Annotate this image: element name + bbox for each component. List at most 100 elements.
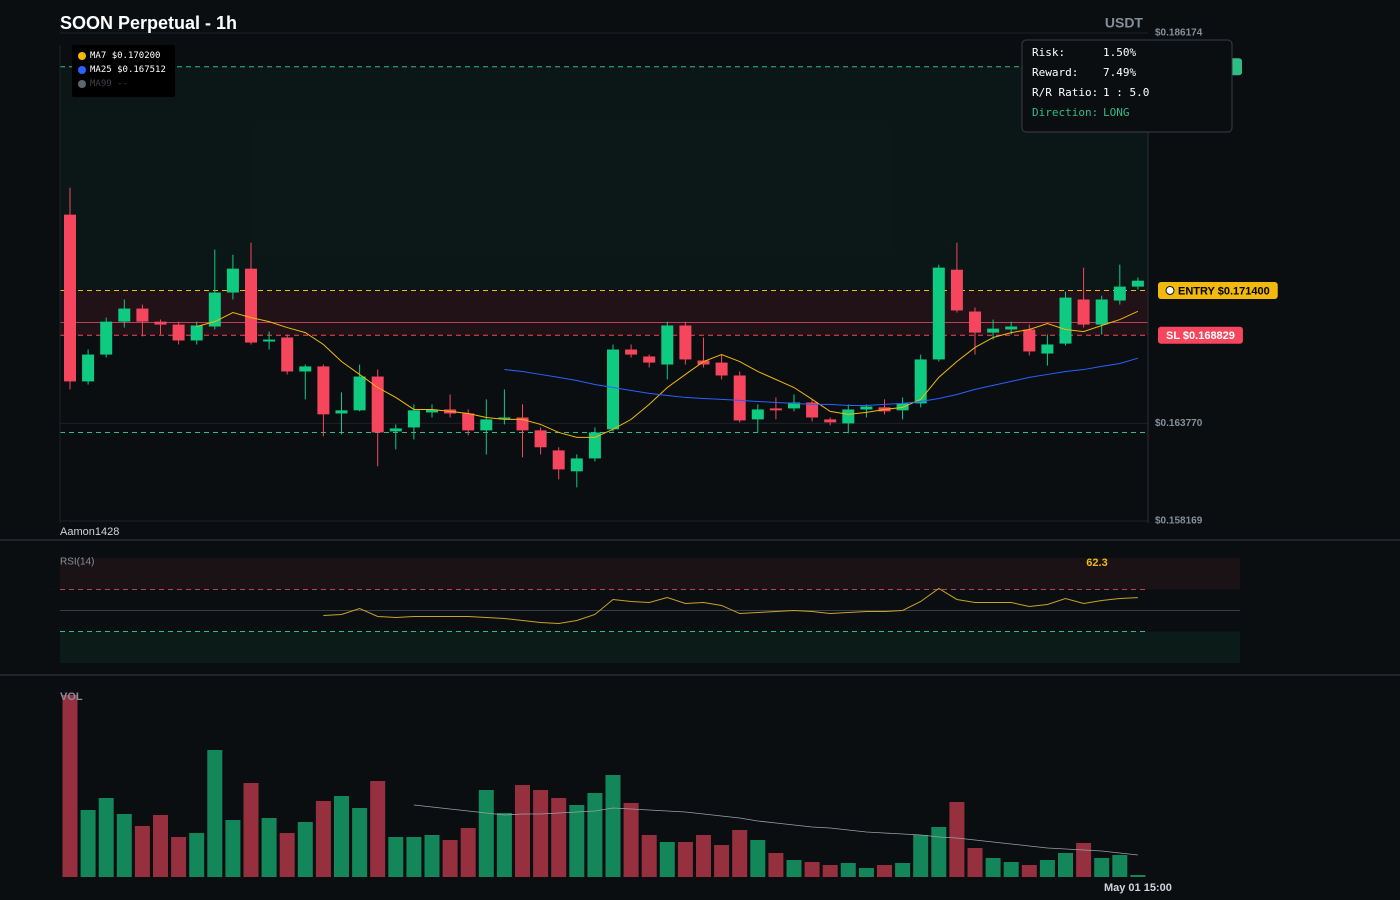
legend-entry: MA99 -- bbox=[90, 79, 128, 89]
reward-value: 7.49% bbox=[1103, 66, 1136, 79]
rsi-last-value: 62.3 bbox=[1086, 557, 1107, 569]
volume-bar bbox=[949, 802, 965, 877]
volume-bar bbox=[352, 808, 368, 877]
volume-bar bbox=[677, 842, 693, 877]
candle-body bbox=[769, 408, 782, 411]
y-tick-label: $0.158169 bbox=[1155, 516, 1203, 527]
legend-value: $0.167512 bbox=[117, 65, 166, 75]
overlay: ENTRY $0.171400 SL $0.168829 May 01 15:00 bbox=[1104, 281, 1278, 894]
candle-body bbox=[1131, 280, 1144, 287]
candle-body bbox=[679, 325, 692, 360]
candle-body bbox=[588, 432, 601, 459]
candle-body bbox=[1041, 344, 1054, 354]
chart-title: SOON Perpetual - 1h bbox=[60, 13, 237, 33]
volume-bar bbox=[297, 822, 313, 877]
candle-body bbox=[643, 356, 656, 363]
direction-label: Direction: bbox=[1032, 106, 1098, 119]
volume-bar bbox=[496, 813, 512, 877]
candle-body bbox=[1005, 326, 1018, 330]
legend-name: MA25 bbox=[90, 65, 112, 75]
y-tick-label: $0.186174 bbox=[1155, 28, 1203, 39]
candle-body bbox=[208, 292, 221, 327]
volume-bar bbox=[334, 796, 349, 877]
risk-panel-box bbox=[1021, 39, 1233, 133]
candle-body bbox=[462, 413, 475, 431]
candle-body bbox=[607, 349, 619, 430]
volume-bar bbox=[442, 840, 458, 877]
candle-body bbox=[371, 376, 384, 433]
y-tick-label: $0.163770 bbox=[1155, 418, 1203, 429]
ma-legend: MA7 $0.170200 MA25 $0.167512 MA99 -- bbox=[72, 45, 175, 97]
candle-body bbox=[190, 325, 203, 341]
candle-body bbox=[353, 376, 366, 411]
candle-body bbox=[299, 366, 312, 372]
candle-body bbox=[1113, 286, 1126, 301]
volume-bar bbox=[587, 793, 603, 877]
volume-bar bbox=[985, 858, 1001, 877]
candle-body bbox=[860, 406, 873, 410]
candle-body bbox=[136, 308, 149, 322]
volume-bar bbox=[822, 865, 838, 877]
volume-bar bbox=[243, 783, 259, 877]
candle-body bbox=[389, 428, 402, 432]
volume-bar bbox=[641, 835, 657, 877]
candle-body bbox=[64, 214, 76, 382]
volume-bar bbox=[153, 815, 168, 877]
volume-bar bbox=[98, 798, 114, 877]
volume-bar bbox=[732, 830, 748, 877]
volume-bar bbox=[424, 835, 440, 877]
candle-body bbox=[281, 337, 294, 372]
volume-bar bbox=[659, 842, 675, 877]
volume-bar bbox=[804, 862, 820, 877]
legend-name: MA99 bbox=[90, 79, 112, 89]
candle-body bbox=[914, 359, 927, 404]
volume-bar bbox=[134, 826, 150, 877]
candle-body bbox=[697, 360, 710, 365]
legend-value: $0.170200 bbox=[112, 51, 161, 61]
level-label: SL $0.168829 bbox=[1166, 330, 1235, 342]
candle-body bbox=[317, 366, 330, 415]
legend-entry: MA25 $0.167512 bbox=[90, 65, 166, 75]
rsi-oversold-band bbox=[60, 631, 1240, 663]
volume-ma-line bbox=[413, 804, 1138, 856]
candle-body bbox=[407, 410, 420, 428]
level-tag-dot bbox=[1165, 285, 1175, 295]
volume-bar bbox=[1076, 843, 1092, 877]
volume-title: VOL bbox=[60, 691, 83, 703]
volume-bar bbox=[478, 790, 494, 877]
volume-bar bbox=[1003, 862, 1019, 877]
candle-body bbox=[969, 311, 981, 333]
volume-bar bbox=[406, 837, 422, 877]
price-pane: $0.186174 $0.163770 $0.158169 bbox=[60, 28, 1242, 877]
legend-dot bbox=[78, 66, 86, 74]
volume-bar bbox=[116, 814, 132, 877]
level-label: ENTRY $0.171400 bbox=[1178, 285, 1270, 297]
candle-body bbox=[118, 308, 131, 322]
candle-body bbox=[172, 324, 185, 341]
volume-bar bbox=[714, 845, 730, 877]
legend-dot bbox=[78, 80, 86, 88]
legend-name: MA7 bbox=[90, 51, 106, 61]
volume-bar bbox=[1058, 853, 1073, 877]
candle-body bbox=[1077, 299, 1090, 325]
candle-body bbox=[661, 325, 674, 365]
rsi-line bbox=[323, 587, 1138, 625]
candle-body bbox=[226, 268, 239, 293]
rsi-title: RSI(14) bbox=[60, 557, 94, 568]
legend-dot bbox=[78, 52, 86, 60]
candle-body bbox=[715, 362, 728, 376]
legend-box bbox=[72, 45, 175, 97]
volume-bar bbox=[913, 835, 929, 877]
risk-label: Risk: bbox=[1032, 46, 1065, 59]
rsi-overbought-band bbox=[60, 558, 1240, 590]
candle-body bbox=[552, 450, 565, 470]
volume-bar bbox=[877, 865, 892, 877]
volume-bar bbox=[750, 840, 766, 877]
risk-panel: Risk: 1.50% Reward: 7.49% R/R Ratio: 1 :… bbox=[1021, 39, 1233, 133]
volume-bar bbox=[515, 785, 530, 877]
volume-bar bbox=[1021, 865, 1037, 877]
volume-bar bbox=[171, 837, 187, 877]
candle-body bbox=[751, 409, 764, 420]
